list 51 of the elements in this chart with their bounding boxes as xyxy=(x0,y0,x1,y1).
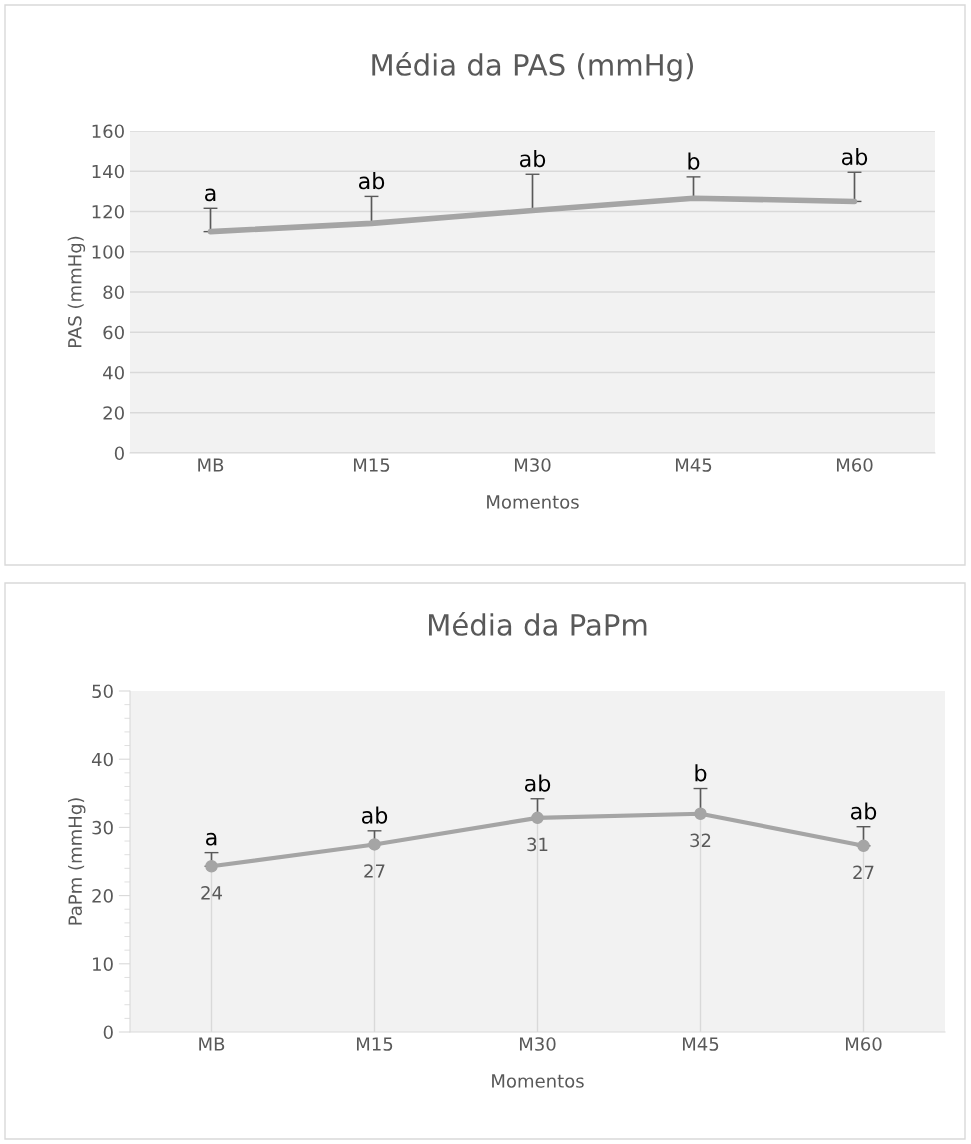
annotation: a xyxy=(205,188,216,202)
y-tick-label: 20 xyxy=(92,889,113,903)
y-tick-label: 160 xyxy=(92,124,124,139)
y-axis-title: PaPm (mmHg) xyxy=(68,798,86,925)
y-tick-label: 10 xyxy=(93,957,113,971)
point xyxy=(368,838,381,851)
y-tick-label: 40 xyxy=(91,752,113,767)
data-label: 24 xyxy=(201,886,222,900)
x-tick-label: MB xyxy=(198,458,224,472)
y-axis-title: PAS (mmHg) xyxy=(67,236,86,348)
annotation: b xyxy=(695,764,707,782)
x-axis-title: Momentos xyxy=(492,1074,584,1088)
x-tick-label: MB xyxy=(199,1037,225,1051)
data-label: 27 xyxy=(364,864,385,878)
y-tick-label: 50 xyxy=(92,684,113,699)
y-tick-label: 80 xyxy=(103,285,124,300)
annotation: ab xyxy=(358,172,385,190)
x-tick-label: M60 xyxy=(836,458,873,472)
y-tick-label: 120 xyxy=(92,204,124,219)
annotation: a xyxy=(206,832,217,846)
data-label: 32 xyxy=(690,833,711,848)
data-label: 27 xyxy=(853,865,874,879)
y-tick-label: 60 xyxy=(103,325,124,340)
y-tick-label: 140 xyxy=(92,164,124,179)
y-tick-label: 30 xyxy=(92,820,113,835)
annotation: ab xyxy=(850,802,877,820)
annotation: ab xyxy=(519,149,546,168)
x-tick-label: M30 xyxy=(519,1037,556,1051)
annotation: b xyxy=(688,152,700,170)
annotation: ab xyxy=(361,806,388,824)
chart-title: Média da PAS (mmHg) xyxy=(372,52,693,82)
point xyxy=(531,811,544,825)
x-tick-label: M45 xyxy=(682,1037,719,1051)
chart-title: Média da PaPm xyxy=(429,612,647,636)
annotation: ab xyxy=(841,147,868,166)
x-tick-label: M60 xyxy=(845,1037,882,1051)
point xyxy=(857,839,870,853)
y-tick-label: 40 xyxy=(103,365,124,380)
x-tick-label: M45 xyxy=(675,458,712,472)
point xyxy=(205,860,218,873)
annotation: ab xyxy=(524,774,551,792)
y-tick-label: 100 xyxy=(92,245,124,259)
y-tick-label: 20 xyxy=(103,406,124,420)
y-tick-label: 0 xyxy=(114,446,124,461)
data-label: 31 xyxy=(527,837,548,852)
y-tick-label: 0 xyxy=(103,1025,113,1040)
point xyxy=(694,807,707,821)
x-axis-title: Momentos xyxy=(487,495,579,509)
x-tick-label: M15 xyxy=(353,458,390,472)
x-tick-label: M15 xyxy=(356,1037,393,1051)
x-tick-label: M30 xyxy=(514,458,551,472)
